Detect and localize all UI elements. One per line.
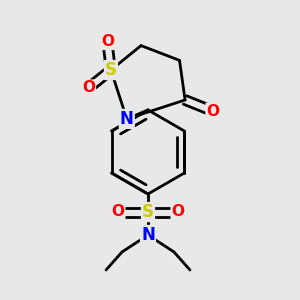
Text: S: S [142, 203, 154, 221]
Text: O: O [112, 205, 124, 220]
Text: N: N [120, 110, 134, 128]
Text: O: O [101, 34, 114, 49]
Text: O: O [82, 80, 95, 95]
Text: O: O [206, 104, 219, 119]
Text: N: N [141, 226, 155, 244]
Text: O: O [172, 205, 184, 220]
Text: S: S [105, 61, 117, 79]
